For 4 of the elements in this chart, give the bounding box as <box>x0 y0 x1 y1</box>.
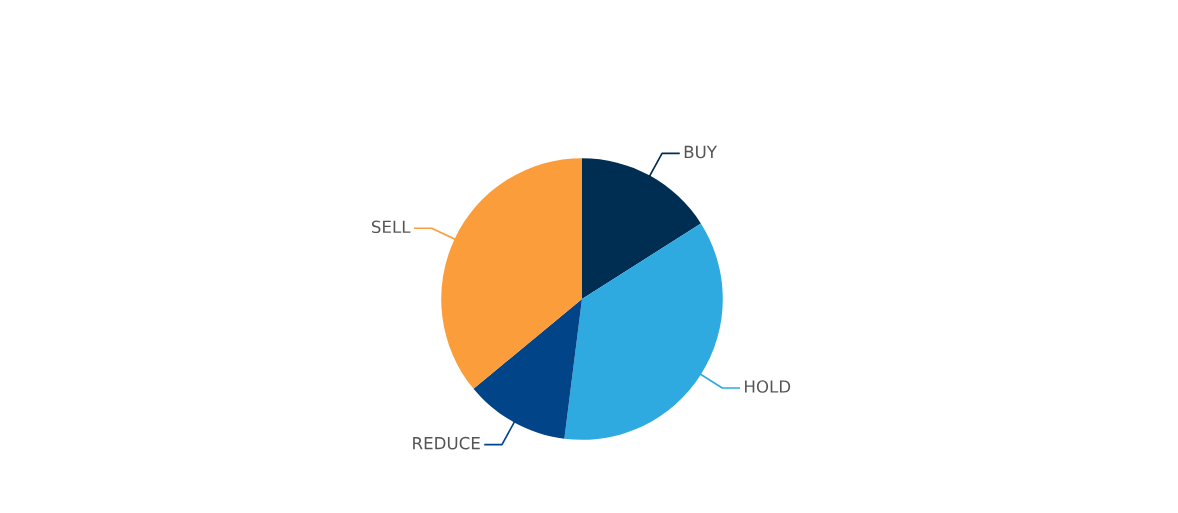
slice-label: REDUCE <box>413 436 480 450</box>
slice-label: SELL <box>371 220 411 234</box>
slice-label: HOLD <box>745 380 791 393</box>
slice-label: BUY <box>684 145 718 159</box>
